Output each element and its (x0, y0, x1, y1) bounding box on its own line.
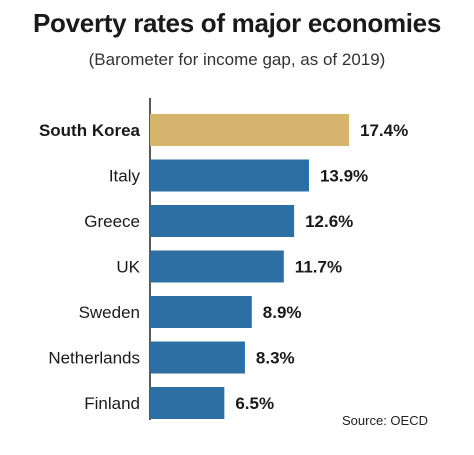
category-label: Italy (109, 167, 141, 186)
category-label: Sweden (79, 303, 140, 322)
data-label: 11.7% (295, 258, 342, 277)
data-label: 13.9% (320, 167, 368, 186)
data-label: 12.6% (305, 212, 353, 231)
chart-subtitle: (Barometer for income gap, as of 2019) (88, 50, 386, 69)
category-label: Netherlands (48, 349, 140, 368)
bar-sweden (150, 296, 252, 328)
data-label: 6.5% (235, 394, 274, 413)
bar-south-korea (150, 114, 349, 146)
category-label: UK (116, 258, 140, 277)
source-note: Source: OECD (342, 413, 428, 428)
data-label: 8.9% (263, 303, 302, 322)
bar-greece (150, 205, 295, 237)
data-label: 8.3% (256, 349, 295, 368)
bar-italy (150, 159, 309, 192)
bar-finland (150, 387, 225, 419)
bar-netherlands (150, 341, 245, 374)
data-label: 17.4% (360, 121, 408, 140)
category-label: Finland (84, 394, 140, 413)
category-label: South Korea (39, 121, 141, 140)
chart-title: Poverty rates of major economies (33, 8, 441, 38)
bar-uk (150, 250, 284, 283)
category-label: Greece (84, 212, 140, 231)
